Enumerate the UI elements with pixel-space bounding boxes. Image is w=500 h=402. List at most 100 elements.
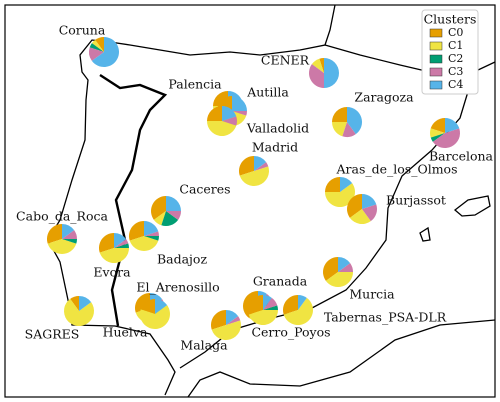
pie-wedge: [47, 239, 77, 255]
site-label: Granada: [253, 274, 308, 289]
pie-wedge: [298, 295, 307, 310]
pie-wedge: [89, 47, 104, 61]
site-label: Palencia: [168, 77, 222, 92]
site-label: Barcelona: [429, 149, 494, 164]
pie-wedge: [144, 236, 159, 241]
site-label: Malaga: [180, 338, 228, 353]
pie-wedge: [144, 221, 159, 236]
pie-wedge: [342, 122, 356, 137]
pie-wedge: [95, 37, 104, 52]
pie-wedge: [207, 121, 237, 136]
pie-wedge: [283, 297, 313, 326]
site-label: Coruna: [59, 23, 106, 38]
pie-wedge: [144, 231, 159, 236]
pie-wedge: [347, 194, 362, 218]
pie-wedge: [332, 122, 347, 137]
site-label: Murcia: [349, 287, 395, 302]
pie-wedge: [98, 233, 114, 253]
pie-wedge: [114, 239, 129, 248]
site-label: Huelva: [103, 325, 148, 340]
pie-wedge: [338, 257, 351, 272]
pie-wedge: [207, 106, 222, 121]
pie-wedge: [210, 310, 226, 330]
pie-wedge: [161, 211, 179, 227]
site-label: Autilla: [246, 85, 289, 100]
pie-wedge: [325, 183, 356, 207]
pie-wedge: [340, 177, 353, 192]
pie-wedge: [311, 58, 324, 73]
pie-wedge: [254, 162, 269, 171]
legend-label: C0: [448, 26, 463, 39]
legend-label: C4: [448, 78, 463, 91]
pie-wedge: [445, 118, 460, 133]
pie-wedge: [140, 299, 155, 314]
pie-wedge: [323, 257, 338, 281]
legend-label: C1: [448, 39, 463, 52]
pie-wedge: [64, 298, 95, 327]
legend-swatch: [429, 28, 443, 38]
pie-wedge: [47, 224, 62, 244]
site-label: Caceres: [179, 182, 230, 197]
site-label: Badajoz: [157, 252, 207, 267]
pie-wedge: [239, 166, 269, 186]
coastline: [47, 4, 336, 396]
pie-wedge: [129, 236, 159, 252]
site-label: Tabernas_PSA-DLR: [324, 310, 447, 325]
site-label: Evora: [93, 265, 131, 280]
pie-wedge: [70, 296, 79, 311]
pie-wedge: [155, 299, 168, 314]
pie-wedge: [432, 128, 460, 148]
pie-wedge: [238, 156, 254, 176]
site-label: Cerro_Poyos: [251, 325, 330, 340]
pie-wedge: [62, 230, 77, 239]
site-label: Madrid: [252, 140, 298, 155]
island: [453, 195, 491, 217]
pie-wedge: [248, 310, 278, 326]
pie-wedge: [114, 243, 129, 248]
legend-swatch: [429, 41, 443, 51]
frame: [4, 4, 496, 398]
pie-wedge: [62, 224, 75, 239]
pie-wedge: [362, 204, 377, 222]
pie-wedge: [129, 221, 144, 241]
pie-wedge: [254, 156, 267, 171]
pie-wedge: [166, 196, 181, 211]
pie-wedge: [338, 263, 354, 272]
legend-swatch: [429, 54, 443, 64]
site-label: El_Arenosillo: [136, 280, 219, 295]
pie-wedge: [362, 194, 377, 209]
legend-swatch: [429, 80, 443, 90]
pie-wedge: [99, 248, 129, 264]
pie-wedge: [79, 296, 92, 311]
legend-label: C2: [448, 52, 463, 65]
pie-wedge: [226, 310, 239, 325]
pie-wedge: [140, 305, 170, 329]
pie-wedge: [89, 43, 104, 52]
pie-wedge: [232, 111, 247, 116]
site-label: Cabo_da_Roca: [16, 209, 108, 224]
pie-wedge: [283, 295, 298, 315]
pie-wedge: [263, 295, 272, 310]
pie-wedge: [332, 107, 347, 122]
island: [419, 226, 431, 242]
coastline-africa: [187, 319, 496, 398]
pie-wedge: [226, 316, 241, 325]
site-label: Burjassot: [386, 193, 446, 208]
pie-wedge: [211, 320, 242, 340]
pie-wedge: [325, 177, 340, 192]
pie-wedge: [324, 58, 339, 88]
pie-wedge: [248, 295, 263, 315]
pie-wedge: [347, 107, 363, 135]
pie-wedge: [430, 133, 445, 142]
pie-wedge: [325, 272, 353, 288]
pie-wedge: [263, 305, 278, 310]
pie-wedge: [151, 196, 166, 220]
pie-wedge: [222, 116, 237, 126]
pie-wedge: [91, 39, 104, 52]
pie-wedge: [153, 211, 166, 226]
pie-wedge: [166, 211, 181, 220]
legend-title: Clusters: [424, 12, 477, 27]
site-label: Zaragoza: [354, 90, 414, 105]
pie-wedge: [319, 58, 324, 73]
